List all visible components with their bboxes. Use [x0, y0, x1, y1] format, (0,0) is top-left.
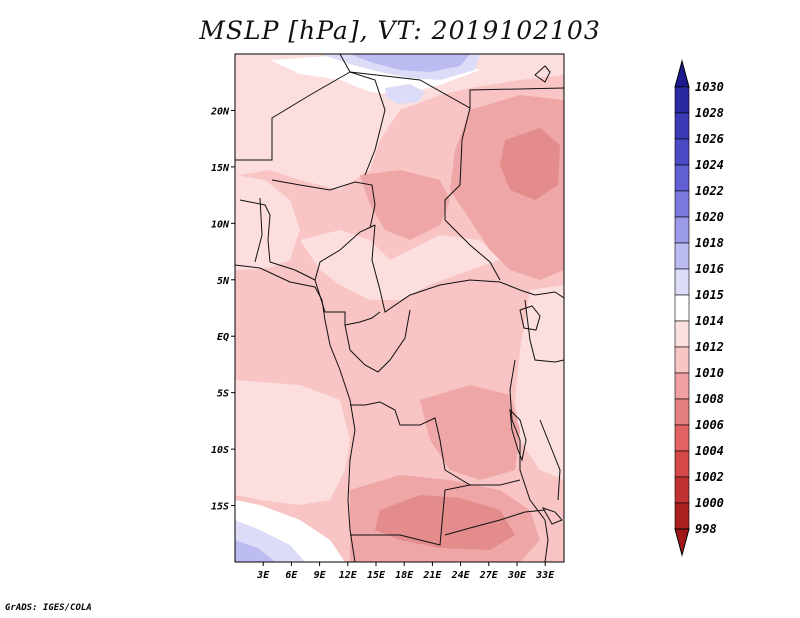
- field-1012-north: [235, 54, 564, 190]
- colorbar-label: 1016: [695, 262, 724, 276]
- field-1012-south: [235, 380, 350, 505]
- grads-credit: GrADS: IGES/COLA: [5, 603, 92, 613]
- colorbar-label: 1022: [695, 184, 724, 198]
- field-1006-northeast: [500, 128, 560, 200]
- boundary-line: [350, 484, 471, 546]
- colorbar-label: 998: [695, 522, 717, 536]
- colorbar-label: 1018: [695, 236, 724, 250]
- lake-shore: [509, 408, 527, 462]
- colorbar-cell: [674, 398, 690, 426]
- colorbar-label: 1002: [695, 470, 724, 484]
- field-1008-southcentral: [420, 385, 520, 480]
- lat-tick-label: 15S: [211, 502, 229, 513]
- country-boundaries: [235, 54, 564, 562]
- colorbar-cell: [674, 138, 690, 166]
- colorbar-cell: [674, 112, 690, 140]
- colorbar-cell: [674, 372, 690, 400]
- colorbar-label: 1024: [695, 158, 724, 172]
- field-1008-sahel: [360, 170, 450, 240]
- coast-island: [534, 65, 551, 83]
- boundary-line: [269, 224, 376, 281]
- lon-tick-label: 15E: [367, 570, 386, 581]
- colorbar-cell: [674, 502, 690, 530]
- boundary-line: [350, 401, 521, 486]
- colorbar-cell: [674, 294, 690, 322]
- lat-tick-label: 20N: [210, 106, 230, 117]
- colorbar-label: 1014: [695, 314, 724, 328]
- colorbar-cell: [674, 424, 690, 452]
- boundary-line: [509, 359, 546, 521]
- latitude-axis: 20N 15N 10N 5N EQ 5S 10S 15S: [210, 106, 235, 513]
- colorbar-label: 1006: [695, 418, 724, 432]
- boundary-line: [444, 107, 471, 220]
- colorbar-cell: [674, 268, 690, 296]
- lat-tick-label: 10N: [211, 219, 230, 230]
- chart-title: MSLP [hPa], VT: 2019102103: [199, 16, 601, 45]
- boundary-line: [534, 291, 564, 299]
- colorbar-label: 1000: [695, 496, 724, 510]
- field-1006-south: [375, 495, 515, 550]
- boundary-line: [544, 519, 549, 562]
- boundary-line: [444, 509, 546, 536]
- lon-tick-label: 3E: [256, 570, 270, 581]
- boundary-line: [339, 54, 564, 109]
- boundary-line: [539, 419, 561, 501]
- colorbar-label: 1010: [695, 366, 724, 380]
- colorbar-label: 1008: [695, 392, 724, 406]
- field-1012-east: [515, 285, 564, 480]
- boundary-line: [444, 219, 501, 281]
- colorbar-cell: [674, 346, 690, 374]
- colorbar-label: 1015: [695, 288, 724, 302]
- lake-shore: [541, 507, 563, 525]
- colorbar-cell: [674, 216, 690, 244]
- pressure-field: [235, 54, 564, 562]
- lon-tick-label: 30E: [507, 570, 527, 581]
- lon-tick-label: 33E: [535, 570, 555, 581]
- lake-shore: [519, 305, 541, 331]
- colorbar-cell: [674, 476, 690, 504]
- boundary-line: [524, 299, 564, 363]
- colorbar-label: 1026: [695, 132, 724, 146]
- field-1016-north: [350, 54, 470, 72]
- longitude-axis: 3E 6E 9E 12E 15E 18E 21E 24E 27E 30E 33E: [256, 562, 555, 581]
- colorbar-label: 1004: [695, 444, 724, 458]
- lon-tick-label: 12E: [339, 570, 358, 581]
- boundary-line: [344, 309, 411, 373]
- field-1012-west: [235, 175, 300, 270]
- colorbar-cell: [674, 450, 690, 478]
- colorbar-label: 1028: [695, 106, 724, 120]
- field-1015-blob: [385, 84, 425, 104]
- colorbar-cell: [674, 242, 690, 270]
- lon-tick-label: 6E: [285, 570, 298, 581]
- colorbar-cell: [674, 320, 690, 348]
- colorbar-cell: [674, 190, 690, 218]
- boundary-line: [371, 224, 536, 313]
- lat-tick-label: 15N: [211, 163, 230, 174]
- lat-tick-label: 5S: [217, 389, 229, 400]
- coastline: [235, 264, 356, 562]
- colorbar: 1030 1028 1026 1024 1022 1020 1018 1016 1015 1014…: [674, 59, 724, 557]
- lon-tick-label: 21E: [422, 570, 442, 581]
- field-1012-central: [300, 230, 500, 300]
- colorbar-cell: [674, 86, 690, 114]
- colorbar-label: 1030: [695, 80, 724, 94]
- boundary-line: [239, 199, 271, 263]
- field-1016-southwest: [235, 540, 275, 562]
- lon-tick-label: 9E: [314, 570, 327, 581]
- lon-tick-label: 24E: [451, 570, 471, 581]
- lat-tick-label: 10S: [211, 445, 229, 456]
- colorbar-label: 1020: [695, 210, 724, 224]
- colorbar-cell: [674, 164, 690, 192]
- boundary-line: [271, 179, 376, 229]
- colorbar-bottom-arrow: [674, 528, 690, 557]
- lon-tick-label: 27E: [479, 570, 499, 581]
- colorbar-label: 1012: [695, 340, 724, 354]
- lat-tick-label: 5N: [217, 276, 230, 287]
- boundary-line: [254, 197, 263, 263]
- map-frame: [234, 53, 565, 563]
- colorbar-top-arrow: [674, 59, 690, 88]
- lat-tick-label: EQ: [217, 332, 229, 343]
- lon-tick-label: 18E: [395, 570, 414, 581]
